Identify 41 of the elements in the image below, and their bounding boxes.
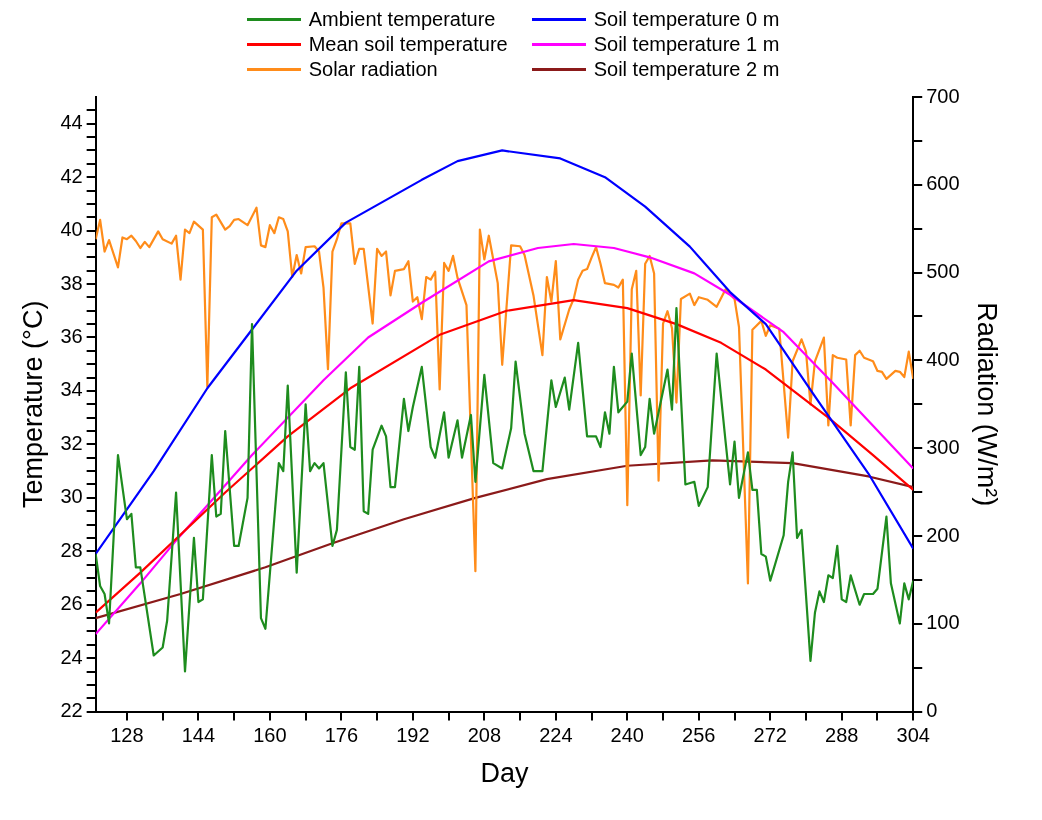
y-axis-title: Temperature (°C) xyxy=(17,300,48,508)
y-tick-label: 30 xyxy=(60,485,83,508)
y-tick-label: 36 xyxy=(60,325,83,348)
y2-tick-label: 500 xyxy=(926,260,960,283)
x-tick-label: 176 xyxy=(324,724,359,747)
y-tick-label: 32 xyxy=(60,431,83,454)
y2-tick-label: 0 xyxy=(926,699,938,722)
legend-label: Solar radiation xyxy=(308,58,438,81)
y-tick-label: 24 xyxy=(60,645,83,668)
legend-label: Soil temperature 2 m xyxy=(593,58,780,81)
y2-tick-label: 300 xyxy=(926,435,960,458)
x-tick-label: 208 xyxy=(467,724,502,747)
x-tick-label: 224 xyxy=(539,724,573,747)
x-tick-label: 304 xyxy=(896,724,930,747)
y-tick-label: 38 xyxy=(60,271,83,294)
x-tick-label: 272 xyxy=(753,724,787,747)
x-axis-title: Day xyxy=(480,758,529,789)
y-tick-label: 28 xyxy=(60,538,83,561)
x-tick-label: 128 xyxy=(110,724,144,747)
legend-label: Soil temperature 0 m xyxy=(593,8,780,31)
y2-tick-label: 200 xyxy=(926,523,960,546)
legend-label: Ambient temperature xyxy=(308,8,496,31)
legend-label: Mean soil temperature xyxy=(308,33,508,56)
y2-tick-label: 700 xyxy=(926,84,960,107)
x-tick-label: 288 xyxy=(825,724,859,747)
y2-tick-label: 100 xyxy=(926,611,960,634)
y-tick-label: 34 xyxy=(60,378,83,401)
y2-tick-label: 600 xyxy=(926,172,960,195)
y2-tick-label: 400 xyxy=(926,347,960,370)
legend-label: Soil temperature 1 m xyxy=(593,33,780,56)
y-tick-label: 44 xyxy=(60,111,83,134)
x-tick-label: 160 xyxy=(253,724,287,747)
y-tick-label: 40 xyxy=(60,218,83,241)
y-tick-label: 26 xyxy=(60,592,83,615)
x-tick-label: 192 xyxy=(396,724,430,747)
y-tick-label: 22 xyxy=(60,699,83,722)
x-tick-label: 144 xyxy=(181,724,216,747)
x-tick-label: 240 xyxy=(610,724,644,747)
y-tick-label: 42 xyxy=(60,164,83,187)
y2-axis-title: Radiation (W/m²) xyxy=(972,302,1003,507)
x-tick-label: 256 xyxy=(682,724,716,747)
